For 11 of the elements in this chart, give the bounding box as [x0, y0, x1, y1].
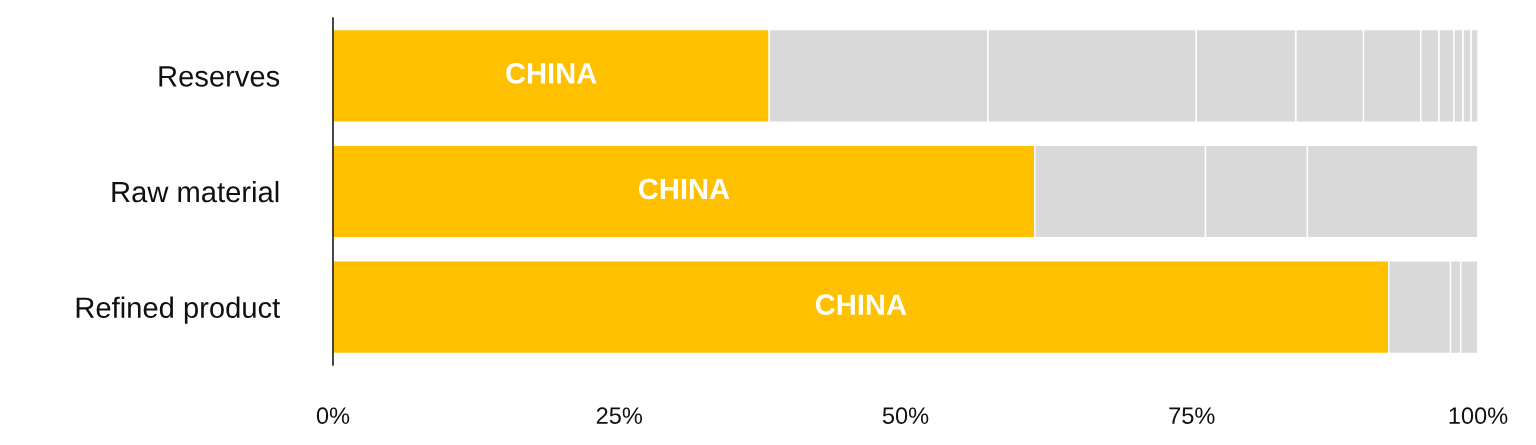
text: CHINA [815, 294, 907, 315]
x-tick-label: 75% [1169, 407, 1215, 425]
y-tick-label: Raw material [112, 180, 279, 203]
text: CHINA [638, 178, 730, 200]
series-label: CHINA [506, 63, 597, 84]
x-tick-label: 50% [882, 407, 929, 425]
x-tick-label: 100% [1449, 407, 1508, 425]
y-tick-label: Refined product [76, 296, 281, 324]
x-tick-label: 25% [596, 407, 643, 425]
x-tick-label: 0% [316, 407, 350, 425]
y-tick-label: Reserves [159, 66, 280, 87]
